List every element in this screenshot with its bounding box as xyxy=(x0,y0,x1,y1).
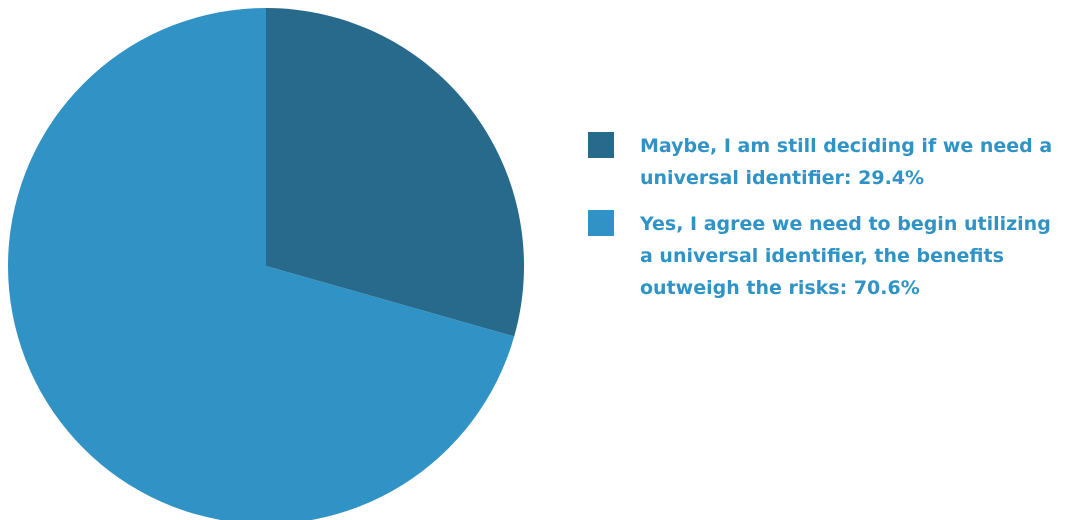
legend-swatch-maybe xyxy=(588,132,614,158)
chart-legend: Maybe, I am still deciding if we need a … xyxy=(588,130,1068,318)
pie-slice-yes xyxy=(8,8,515,520)
pie-chart-canvas xyxy=(8,8,524,520)
legend-item-yes: Yes, I agree we need to begin utilizing … xyxy=(588,208,1068,304)
legend-label-yes: Yes, I agree we need to begin utilizing … xyxy=(640,213,1051,299)
legend-label-maybe: Maybe, I am still deciding if we need a … xyxy=(640,135,1053,189)
pie-slice-maybe xyxy=(266,8,524,337)
legend-swatch-yes xyxy=(588,210,614,236)
legend-item-maybe: Maybe, I am still deciding if we need a … xyxy=(588,130,1068,194)
